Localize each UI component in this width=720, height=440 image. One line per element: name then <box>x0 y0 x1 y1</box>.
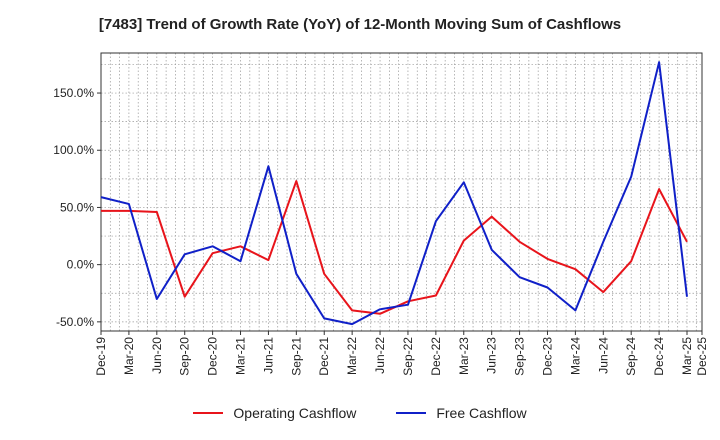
grid-layer <box>100 53 702 331</box>
legend-swatch-operating <box>193 412 224 414</box>
x-tick-label: Jun-21 <box>261 337 275 374</box>
series-line-free-cashflow <box>100 61 688 326</box>
x-tick-label: Sep-23 <box>513 337 527 376</box>
x-tick-label: Dec-20 <box>206 337 220 376</box>
legend: Operating Cashflow Free Cashflow <box>0 405 720 421</box>
x-tick-label: Jun-24 <box>596 337 610 374</box>
legend-swatch-free <box>396 412 427 414</box>
x-tick-label: Dec-22 <box>429 337 443 376</box>
y-tick-label: -50.0% <box>56 315 94 329</box>
x-tick-label: Mar-22 <box>345 337 359 375</box>
x-tick-label: Sep-22 <box>401 337 415 376</box>
x-tick-label: Sep-24 <box>624 337 638 376</box>
series-layer <box>100 61 688 326</box>
x-tick-label: Mar-20 <box>122 337 136 375</box>
x-tick-label: Dec-19 <box>94 337 108 376</box>
x-tick-label: Dec-21 <box>317 337 331 376</box>
chart-title: [7483] Trend of Growth Rate (YoY) of 12-… <box>98 16 622 33</box>
legend-item-free-cashflow: Free Cashflow <box>396 405 527 421</box>
x-tick-label: Dec-23 <box>540 337 554 376</box>
labels-layer: -50.0% 0.0% 50.0% 100.0% 150.0% Dec-19 Mar-20 J… <box>53 86 709 376</box>
y-tick-label: 0.0% <box>67 258 95 272</box>
x-tick-label: Jun-23 <box>485 337 499 374</box>
y-tick-label: 50.0% <box>60 200 94 214</box>
legend-item-operating-cashflow: Operating Cashflow <box>193 405 356 421</box>
legend-label-operating: Operating Cashflow <box>233 405 357 421</box>
series-line-operating-cashflow <box>101 180 688 315</box>
x-tick-label: Sep-20 <box>178 337 192 376</box>
x-tick-label: Sep-21 <box>289 337 303 376</box>
x-tick-label: Mar-23 <box>457 337 471 375</box>
x-tick-label: Mar-25 <box>680 337 694 375</box>
axes-layer <box>97 52 703 335</box>
plot-frame <box>100 52 703 332</box>
x-tick-label: Dec-25 <box>695 337 709 376</box>
x-tick-label: Jun-22 <box>373 337 387 374</box>
x-tick-label: Dec-24 <box>652 337 666 376</box>
x-tick-label: Mar-24 <box>568 337 582 375</box>
x-tick-label: Mar-21 <box>234 337 248 375</box>
legend-label-free: Free Cashflow <box>436 405 527 421</box>
x-tick-label: Jun-20 <box>150 337 164 374</box>
y-tick-label: 100.0% <box>53 143 94 157</box>
y-tick-label: 150.0% <box>53 86 94 100</box>
